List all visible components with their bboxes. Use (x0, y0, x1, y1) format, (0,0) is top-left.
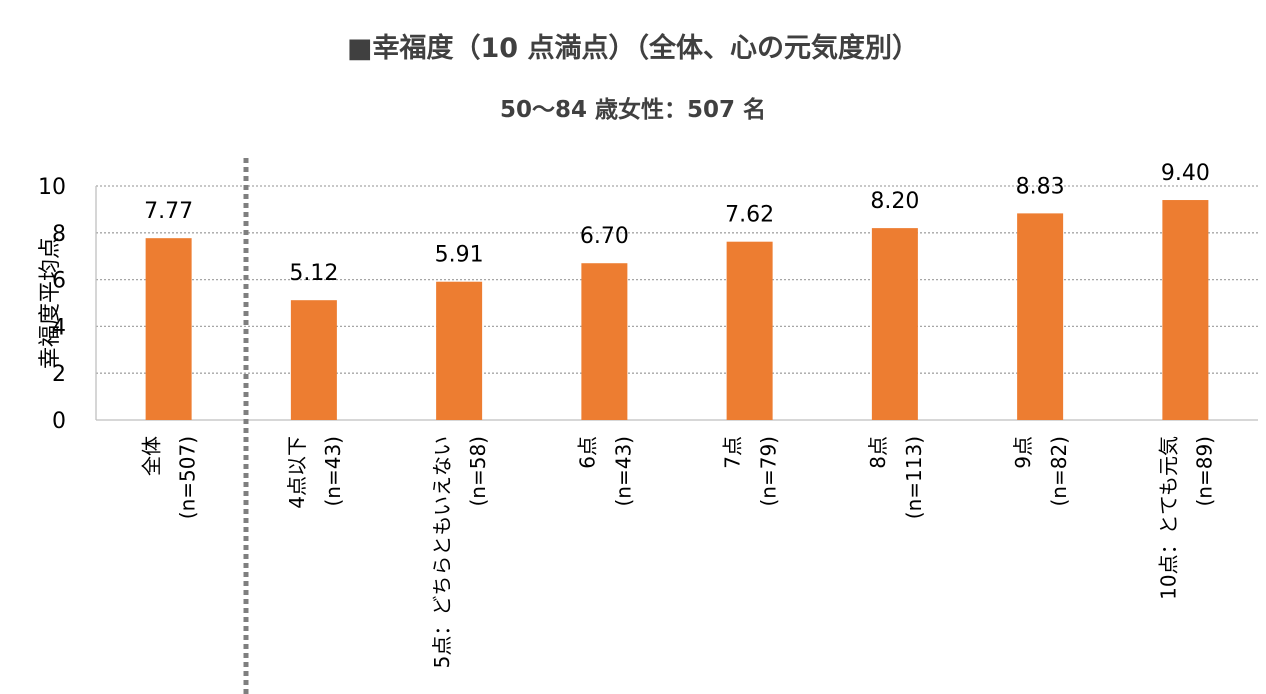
bar (726, 241, 773, 420)
category-label: 8点 (866, 436, 890, 469)
y-tick-label: 2 (52, 362, 66, 387)
category-label: 5点：どちらともいえない (430, 436, 454, 668)
category-label: (n=113) (902, 436, 926, 519)
category-label: (n=58) (466, 436, 490, 507)
data-label: 5.12 (289, 261, 338, 286)
category-label: (n=507) (176, 436, 200, 519)
y-axis-label: 幸福度平均点 (38, 237, 63, 369)
data-label: 8.83 (1016, 174, 1065, 199)
bar (436, 281, 483, 420)
data-label: 7.62 (725, 203, 774, 228)
y-tick-label: 0 (52, 409, 66, 434)
data-label: 5.91 (435, 243, 484, 268)
bar (871, 228, 918, 420)
category-label: 4点以下 (285, 436, 309, 509)
chart-subtitle: 50〜84 歳女性：507 名 (499, 97, 767, 123)
y-tick-label: 8 (52, 222, 66, 247)
data-label: 8.20 (870, 189, 919, 214)
data-label: 9.40 (1161, 161, 1210, 186)
category-label: (n=79) (757, 436, 781, 507)
bar (145, 238, 192, 420)
category-label: (n=43) (611, 436, 635, 507)
category-label: 10点：とても元気 (1156, 436, 1180, 600)
category-label: 9点 (1011, 436, 1035, 469)
category-label: (n=43) (321, 436, 345, 507)
bar (1017, 213, 1064, 420)
category-label: 6点 (575, 436, 599, 469)
bar (581, 263, 628, 420)
category-label: 7点 (721, 436, 745, 469)
data-label: 7.77 (144, 199, 193, 224)
data-label: 6.70 (580, 224, 629, 249)
y-tick-label: 10 (38, 175, 66, 200)
chart-title: ■幸福度（10 点満点）（全体、心の元気度別） (347, 33, 919, 64)
bar (290, 300, 337, 420)
category-label: 全体 (140, 436, 164, 476)
category-label: (n=89) (1192, 436, 1216, 507)
y-tick-label: 6 (52, 269, 66, 294)
bar (1162, 200, 1209, 420)
category-label: (n=82) (1047, 436, 1071, 507)
y-tick-label: 4 (52, 315, 66, 340)
